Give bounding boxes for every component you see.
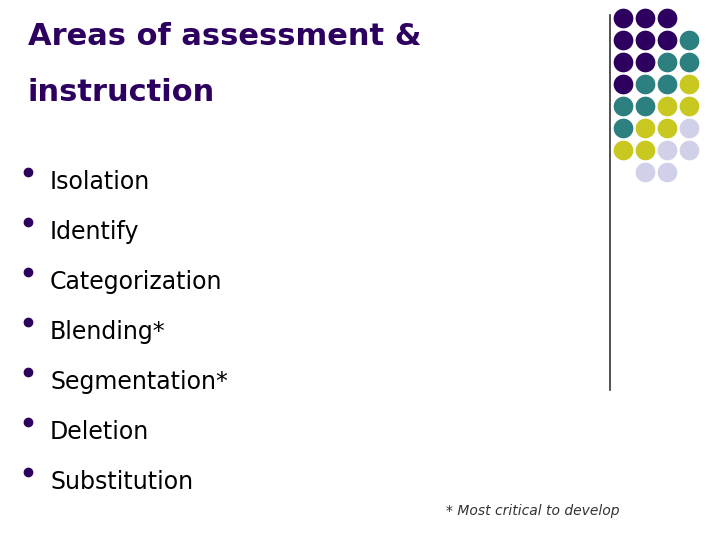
Point [617,14,629,22]
Point [661,58,672,66]
Point [661,14,672,22]
Point [661,168,672,177]
Text: Deletion: Deletion [50,420,149,444]
Point [683,36,695,44]
Point [661,36,672,44]
Point [683,146,695,154]
Point [617,80,629,89]
Point [683,124,695,132]
Point [617,146,629,154]
Point [639,124,651,132]
Point [617,58,629,66]
Text: Areas of assessment &: Areas of assessment & [28,22,421,51]
Text: * Most critical to develop: * Most critical to develop [446,504,620,518]
Point [639,146,651,154]
Text: Blending*: Blending* [50,320,166,344]
Point [639,80,651,89]
Point [661,102,672,110]
Point [683,102,695,110]
Text: Categorization: Categorization [50,270,222,294]
Point [683,80,695,89]
Point [617,124,629,132]
Point [639,36,651,44]
Point [661,124,672,132]
Point [617,36,629,44]
Point [639,58,651,66]
Text: Segmentation*: Segmentation* [50,370,228,394]
Point [661,146,672,154]
Point [639,168,651,177]
Text: Isolation: Isolation [50,170,150,194]
Point [639,102,651,110]
Text: instruction: instruction [28,78,215,107]
Text: Substitution: Substitution [50,470,193,494]
Point [639,14,651,22]
Point [617,102,629,110]
Point [683,58,695,66]
Point [661,80,672,89]
Text: Identify: Identify [50,220,140,244]
